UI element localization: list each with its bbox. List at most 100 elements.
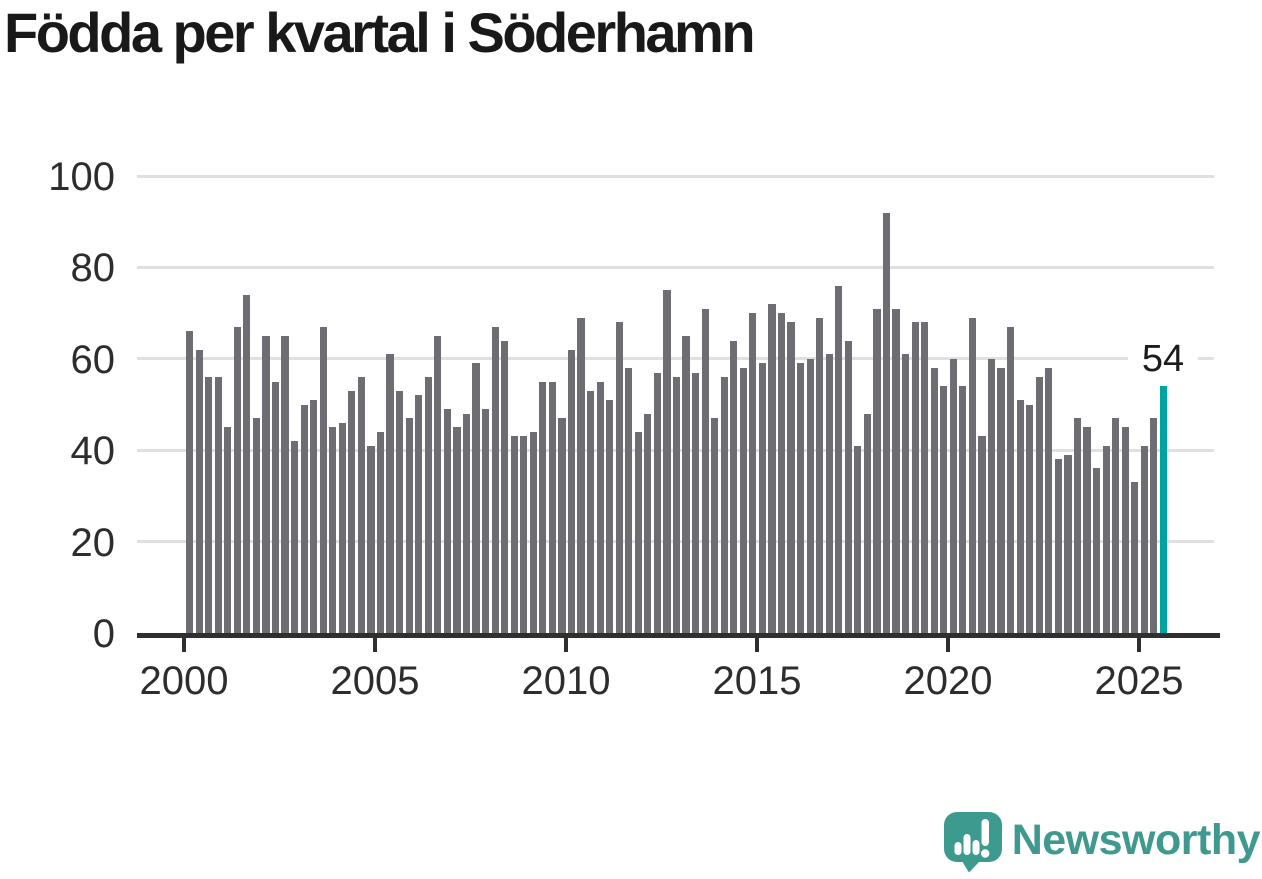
- newsworthy-logo-text: Newsworthy: [1011, 815, 1261, 864]
- bar: [1016, 399, 1024, 633]
- bar: [797, 363, 805, 633]
- bar: [195, 349, 203, 633]
- x-tick-label-2015: 2015: [712, 659, 802, 703]
- bar: [720, 377, 728, 633]
- bar: [949, 358, 957, 633]
- bar: [634, 431, 642, 633]
- bar: [816, 317, 824, 633]
- bar: [835, 285, 843, 633]
- bar: [1045, 367, 1053, 633]
- bar: [1035, 377, 1043, 633]
- bar: [1150, 418, 1158, 633]
- x-axis-line: [137, 633, 1220, 638]
- bar: [539, 381, 547, 633]
- x-tick-2015: [755, 637, 759, 652]
- bar: [1083, 427, 1091, 633]
- bar: [281, 335, 289, 633]
- x-tick-label-2010: 2010: [521, 659, 611, 703]
- gridline-60: [137, 357, 1214, 361]
- gridline-80: [137, 265, 1214, 269]
- bar: [1102, 445, 1110, 633]
- bar: [911, 322, 919, 633]
- newsworthy-logo-icon: [943, 812, 1002, 873]
- bar: [348, 390, 356, 633]
- bar: [396, 390, 404, 633]
- bar: [529, 431, 537, 633]
- bar: [415, 395, 423, 633]
- bar: [701, 308, 709, 633]
- bar: [462, 413, 471, 633]
- bar: [252, 418, 261, 633]
- bar: [940, 386, 948, 633]
- bar: [1140, 445, 1148, 633]
- bar: [1007, 326, 1015, 633]
- bar: [892, 308, 900, 633]
- bar: [749, 313, 757, 633]
- x-tick-2025: [1137, 637, 1141, 652]
- x-tick-2020: [946, 637, 950, 652]
- bar: [863, 413, 872, 633]
- bar: [682, 335, 690, 633]
- bar: [806, 358, 814, 633]
- bar: [997, 367, 1005, 633]
- logo-bar-medium: [972, 840, 980, 855]
- bar: [882, 212, 891, 633]
- bar: [262, 335, 270, 633]
- bar: [338, 422, 346, 633]
- x-tick-2005: [373, 637, 377, 652]
- bar: [1026, 404, 1034, 633]
- bar: [625, 367, 633, 633]
- x-tick-2000: [182, 637, 186, 652]
- bar: [739, 367, 747, 633]
- bar: [376, 431, 385, 633]
- bar: [663, 290, 671, 633]
- bar: [300, 404, 308, 633]
- bar: [902, 354, 910, 633]
- y-tick-label-80: 80: [70, 246, 116, 291]
- bar: [777, 313, 786, 633]
- bar: [472, 363, 480, 633]
- bar: [768, 303, 776, 633]
- bar: [1092, 468, 1101, 633]
- bar: [310, 399, 318, 633]
- bar: [424, 377, 432, 633]
- x-tick-label-2005: 2005: [330, 659, 420, 703]
- y-tick-label-20: 20: [70, 520, 116, 565]
- bar: [577, 317, 585, 633]
- bar: [510, 436, 518, 633]
- bar: [271, 381, 280, 633]
- bar-highlighted: [1159, 386, 1167, 633]
- bar: [1131, 482, 1139, 633]
- bar: [453, 427, 461, 633]
- y-tick-label-0: 0: [92, 612, 115, 656]
- bar: [558, 418, 566, 633]
- bar: [405, 418, 413, 633]
- bar: [319, 326, 327, 633]
- x-tick-label-2000: 2000: [139, 659, 229, 703]
- bar: [758, 363, 766, 633]
- bar: [978, 436, 986, 633]
- bar: [854, 445, 862, 633]
- bar: [205, 377, 213, 633]
- bar: [606, 399, 614, 633]
- bar: [653, 372, 661, 633]
- bar: [520, 436, 528, 633]
- bar: [968, 317, 977, 633]
- bar: [548, 381, 556, 633]
- logo-exclamation-bar: [981, 819, 989, 846]
- bar: [930, 367, 938, 633]
- bar: [959, 386, 967, 633]
- logo-exclamation-dot: [980, 849, 990, 858]
- bar: [567, 349, 576, 633]
- bar: [644, 413, 652, 633]
- newsworthy-logo: Newsworthy: [943, 811, 1261, 873]
- bar: [921, 322, 929, 633]
- y-tick-label-40: 40: [70, 429, 116, 474]
- y-tick-label-60: 60: [70, 337, 116, 382]
- chart-title: Födda per kvartal i Söderhamn: [4, 1, 756, 64]
- bar: [711, 418, 719, 633]
- bar: [291, 441, 299, 633]
- bar: [224, 427, 232, 633]
- bar: [367, 445, 375, 633]
- bar: [501, 340, 509, 633]
